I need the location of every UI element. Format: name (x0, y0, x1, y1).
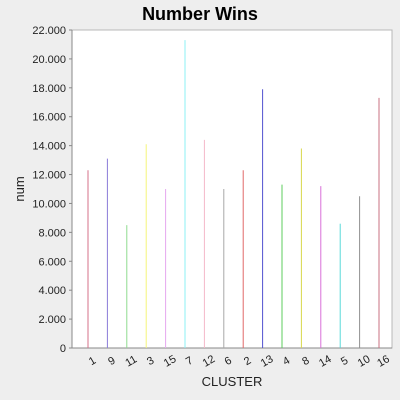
x-tick-label: 2 (242, 355, 253, 368)
x-axis: 1 9 11 3 15 7 12 6 2 13 4 8 14 5 10 16 (72, 347, 392, 370)
x-tick-label: 16 (375, 353, 392, 370)
x-tick-label: 11 (123, 353, 139, 369)
x-tick-label: 13 (259, 353, 276, 370)
x-tick-label: 7 (184, 355, 195, 368)
y-tick-label: 18.000 (32, 83, 66, 95)
x-tick-label: 15 (162, 353, 179, 370)
y-axis-label: num (12, 176, 27, 201)
x-tick-label: 8 (300, 355, 311, 368)
y-axis: 0 2.000 4.000 6.000 8.000 10.000 12.000 14.000 1… (32, 25, 73, 355)
x-tick-label: 4 (281, 355, 292, 368)
chart-title: Number Wins (142, 4, 258, 24)
bars-group (87, 40, 380, 348)
x-tick-label: 12 (201, 353, 218, 370)
y-tick-label: 14.000 (32, 141, 66, 153)
y-tick-label: 10.000 (32, 198, 66, 210)
plot-area (71, 29, 393, 349)
x-tick-label: 14 (317, 353, 334, 370)
y-tick-label: 12.000 (32, 170, 66, 182)
y-tick-label: 2.000 (38, 314, 66, 326)
y-tick-label: 8.000 (38, 227, 66, 239)
y-tick-label: 20.000 (32, 54, 66, 66)
x-tick-label: 10 (356, 353, 373, 370)
y-tick-label: 0 (60, 343, 66, 355)
x-tick-label: 5 (339, 355, 350, 368)
x-axis-label: CLUSTER (202, 374, 263, 389)
y-tick-label: 6.000 (38, 256, 66, 268)
y-tick-label: 16.000 (32, 112, 66, 124)
x-tick-label: 1 (87, 355, 98, 368)
y-tick-label: 4.000 (38, 285, 66, 297)
x-tick-label: 9 (106, 355, 117, 368)
x-tick-label: 3 (145, 355, 156, 368)
y-tick-label: 22.000 (32, 25, 66, 37)
x-tick-label: 6 (223, 355, 234, 368)
